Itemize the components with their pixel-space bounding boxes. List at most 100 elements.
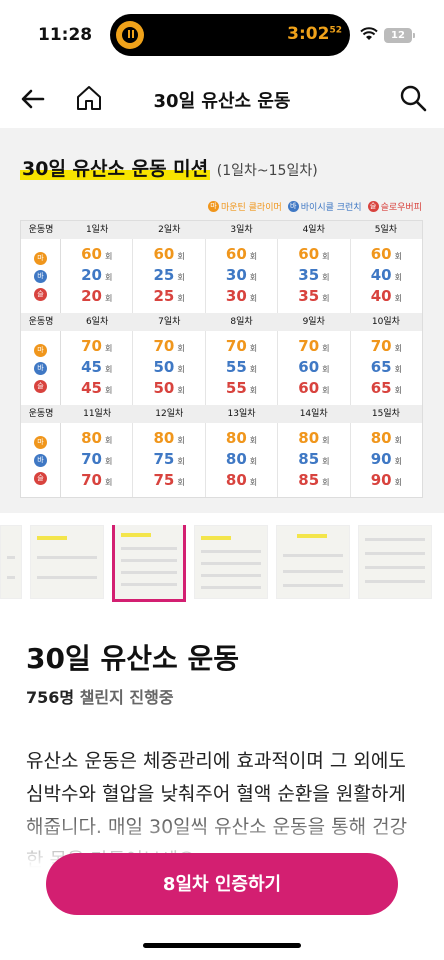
rep-count: 85 회 [298,449,330,468]
rep-count: 35 회 [298,286,330,305]
exercise-legend: 마 마운틴 클라이머 바 바이시클 크런치 슬 슬로우버피 [207,200,422,213]
thumbnail-selected[interactable] [112,525,186,602]
exercise-mark: 바 [34,453,47,467]
rep-count: 80 회 [225,428,258,447]
reps-row: 마 바 슬 70 회 45 회 45 회 70 회 50 회 50 회 70 회 55 회 55 회 70 회 60 회 60 회 7… [21,331,422,405]
day-cell: 70 회 50 회 50 회 [133,331,206,405]
rep-count: 70 회 [298,336,330,355]
timer-text: 3:0252 [287,24,342,44]
rep-count: 40 회 [370,286,402,305]
thumbnail[interactable] [358,525,432,599]
day-cell: 80 회 85 회 85 회 [278,423,351,497]
day-cell: 70 회 45 회 45 회 [61,331,134,405]
thumbnail[interactable] [0,525,22,599]
day-label: 13일차 [227,409,256,419]
rep-count: 35 회 [298,265,330,284]
rep-count: 60 회 [298,357,330,376]
dynamic-island-timer[interactable]: 3:0252 [110,14,350,56]
reps-row: 마 바 슬 60 회 20 회 20 회 60 회 25 회 25 회 60 회 30 회 30 회 60 회 35 회 35 회 6… [21,239,422,313]
exercise-mark: 바 [34,361,47,375]
mission-table: 운동명 1일차 2일차 3일차 4일차 5일차 마 바 슬 60 회 20 회 20 회 60 회 25 회 25 회 6… [20,220,423,498]
rep-count: 90 회 [370,470,402,489]
wifi-icon [360,27,378,40]
day-cell: 80 회 75 회 75 회 [133,423,206,497]
rep-count: 50 회 [153,378,185,397]
thumbnail[interactable] [30,525,104,599]
day-label: 14일차 [299,409,328,419]
day-cell: 60 회 30 회 30 회 [206,239,279,313]
day-label: 10일차 [371,317,400,327]
rep-count: 70 회 [225,336,258,355]
rep-count: 40 회 [370,265,402,284]
day-label: 6일차 [85,317,109,327]
rep-count: 60 회 [298,378,330,397]
day-cell: 60 회 25 회 25 회 [133,239,206,313]
rep-count: 20 회 [81,265,113,284]
rep-count: 75 회 [153,449,185,468]
day-cell: 80 회 80 회 80 회 [206,423,279,497]
rep-count: 60 회 [153,244,185,263]
rep-count: 85 회 [298,470,330,489]
rep-count: 30 회 [225,286,258,305]
day-cell: 60 회 35 회 35 회 [278,239,351,313]
status-bar: 11:28 3:0252 12 [0,0,444,70]
rep-count: 65 회 [370,357,402,376]
day-cell: 80 회 90 회 90 회 [351,423,422,497]
home-icon[interactable] [74,83,104,113]
rep-count: 90 회 [370,449,402,468]
day-label: 12일차 [155,409,184,419]
col-header: 운동명 [28,225,54,235]
day-header-row: 운동명 6일차 7일차 8일차 9일차 10일차 [21,313,422,331]
page-title: 30일 유산소 운동 [153,91,291,112]
col-header: 운동명 [28,317,54,327]
mission-block: 운동명 1일차 2일차 3일차 4일차 5일차 마 바 슬 60 회 20 회 20 회 60 회 25 회 25 회 6… [21,221,422,313]
battery-icon: 12 [384,28,415,43]
rep-count: 80 회 [81,428,113,447]
exercise-mark: 마 [34,435,47,449]
day-label: 3일차 [230,225,253,235]
rep-count: 60 회 [370,244,402,263]
day-label: 1일차 [85,225,109,235]
mission-block: 운동명 6일차 7일차 8일차 9일차 10일차 마 바 슬 70 회 45 회 45 회 70 회 50 회 50 회… [21,313,422,405]
participant-count: 756명 챌린지 진행중 [26,688,174,707]
rep-count: 80 회 [225,449,258,468]
rep-count: 50 회 [153,357,185,376]
rep-count: 70 회 [153,336,185,355]
thumbnail[interactable] [276,525,350,599]
rep-count: 55 회 [225,357,258,376]
rep-count: 60 회 [298,244,330,263]
day-header-row: 운동명 11일차 12일차 13일차 14일차 15일차 [21,405,422,423]
home-indicator[interactable] [143,943,301,948]
rep-count: 20 회 [81,286,113,305]
rep-count: 70 회 [81,336,113,355]
back-arrow-icon[interactable] [18,84,48,114]
rep-count: 25 회 [153,265,185,284]
day-label: 11일차 [83,409,112,419]
search-icon[interactable] [398,83,428,113]
rep-count: 65 회 [370,378,402,397]
rep-count: 80 회 [370,428,402,447]
day-label: 15일차 [371,409,400,419]
reps-row: 마 바 슬 80 회 70 회 70 회 80 회 75 회 75 회 80 회 80 회 80 회 80 회 85 회 85 회 8… [21,423,422,497]
mission-image[interactable]: 30일 유산소 운동 미션 (1일차~15일차) 마 마운틴 클라이머 바 바이시클… [0,128,444,513]
exercise-mark: 마 [34,343,47,357]
exercise-mark: 마 [34,251,47,265]
day-label: 8일차 [230,317,253,327]
thumbnail-strip [0,525,444,605]
exercise-mark: 슬 [34,379,47,393]
timer-icon [116,21,144,49]
rep-count: 80 회 [225,470,258,489]
mission-block: 운동명 11일차 12일차 13일차 14일차 15일차 마 바 슬 80 회 70 회 70 회 80 회 75… [21,405,422,497]
rep-count: 25 회 [153,286,185,305]
day-cell: 60 회 20 회 20 회 [61,239,134,313]
rep-count: 60 회 [225,244,258,263]
rep-count: 80 회 [298,428,330,447]
exercise-mark: 슬 [34,287,47,301]
mission-title: 30일 유산소 운동 미션 (1일차~15일차) [20,158,318,180]
certify-button[interactable]: 8일차 인증하기 [46,853,398,915]
exercise-mark: 바 [34,269,47,283]
thumbnail[interactable] [194,525,268,599]
day-cell: 70 회 55 회 55 회 [206,331,279,405]
